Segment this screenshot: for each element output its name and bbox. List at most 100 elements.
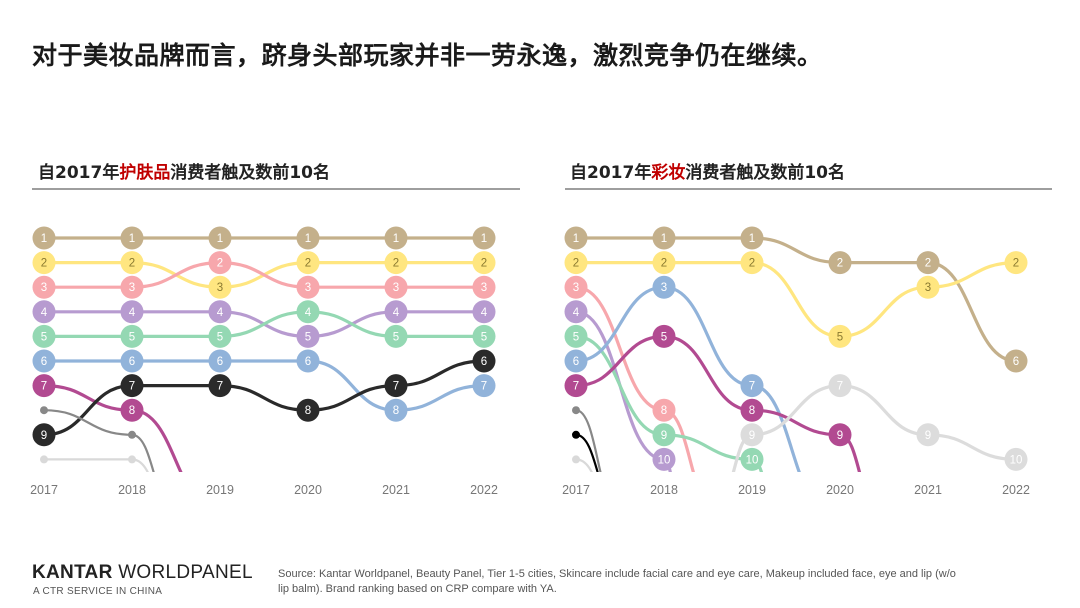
rank-circle (828, 324, 852, 348)
rank-circle (916, 423, 940, 447)
rank-marker: 2 (472, 251, 496, 275)
rank-label: 7 (41, 381, 47, 393)
rank-marker: 4 (120, 300, 144, 324)
rank-marker: 9 (828, 423, 852, 447)
rank-label: 3 (129, 282, 135, 294)
rank-marker: 3 (32, 275, 56, 299)
right-title-pre: 自2017年 (570, 163, 652, 183)
rank-marker: 2 (740, 251, 764, 275)
rank-label: 5 (661, 331, 667, 343)
x-axis: 2017 2018 2019 2020 2021 2022 (30, 483, 498, 497)
rank-marker: 2 (32, 251, 56, 275)
right-title-highlight: 彩妆 (651, 163, 686, 183)
rank-marker: 8 (120, 398, 144, 422)
rank-circle (384, 251, 408, 275)
x-tick-label: 2020 (826, 483, 854, 497)
rank-dot (572, 430, 580, 439)
rank-circle (32, 275, 56, 299)
rank-circle (384, 275, 408, 299)
rank-label: 4 (573, 307, 580, 319)
rank-circle (32, 251, 56, 275)
rank-circle (652, 275, 676, 299)
rank-marker: 2 (828, 251, 852, 275)
rank-circle (652, 226, 676, 250)
rank-label: 5 (217, 331, 223, 343)
x-axis: 2017 2018 2019 2020 2021 2022 (562, 483, 1030, 497)
rank-marker: 4 (208, 300, 232, 324)
rank-marker: 7 (120, 374, 144, 398)
rank-marker: 3 (384, 275, 408, 299)
x-tick-label: 2019 (738, 483, 766, 497)
rank-label: 6 (41, 356, 47, 368)
rank-label: 2 (661, 258, 667, 270)
left-title-rule (32, 188, 520, 190)
rank-marker: 7 (208, 374, 232, 398)
rank-marker: 6 (1004, 349, 1028, 373)
rank-label: 7 (837, 381, 843, 393)
rank-marker: 3 (208, 275, 232, 299)
series-line (574, 458, 593, 472)
rank-label: 5 (393, 331, 399, 343)
rank-label: 3 (41, 282, 47, 294)
rank-marker (128, 430, 136, 439)
series-line (574, 285, 801, 472)
series-line (42, 359, 486, 412)
rank-marker: 1 (208, 226, 232, 250)
rank-label: 5 (129, 331, 135, 343)
rank-label: 5 (305, 331, 311, 343)
rank-circle (384, 300, 408, 324)
rank-circle (120, 398, 144, 422)
rank-circle (120, 226, 144, 250)
rank-marker: 7 (828, 374, 852, 398)
series-line (42, 359, 486, 437)
rank-marker: 7 (384, 374, 408, 398)
rank-circle (32, 324, 56, 348)
rank-marker: 4 (384, 300, 408, 324)
rank-marker: 3 (472, 275, 496, 299)
rank-label: 6 (129, 356, 135, 368)
rank-marker (572, 406, 580, 415)
rank-circle (384, 398, 408, 422)
rank-marker: 5 (472, 324, 496, 348)
rank-label: 5 (41, 331, 47, 343)
rank-marker: 8 (652, 398, 676, 422)
rank-circle (828, 251, 852, 275)
brand-tagline: A CTR SERVICE IN CHINA (33, 586, 163, 597)
rank-circle (472, 275, 496, 299)
rank-label: 9 (925, 430, 931, 442)
rank-circle (740, 374, 764, 398)
rank-label: 8 (129, 405, 135, 417)
rank-label: 1 (481, 233, 487, 245)
rank-label: 10 (658, 454, 671, 466)
rank-marker (40, 455, 48, 464)
rank-label: 9 (661, 430, 667, 442)
rank-marker: 10 (740, 447, 764, 471)
rank-label: 3 (573, 282, 579, 294)
rank-label: 10 (1010, 454, 1023, 466)
rank-circle (208, 251, 232, 275)
rank-label: 4 (41, 307, 48, 319)
rank-label: 2 (573, 258, 579, 270)
rank-marker: 4 (32, 300, 56, 324)
rank-circle (740, 447, 764, 471)
x-tick-label: 2017 (30, 483, 58, 497)
rank-circle (740, 226, 764, 250)
series-line (574, 285, 695, 472)
rank-circle (208, 374, 232, 398)
rank-circle (296, 251, 320, 275)
rank-label: 3 (217, 282, 223, 294)
series-nodes: 1 1 1 1 1 1 2 2 3 2 2 2 3 3 2 3 3 3 4 4 4 5 4 4 5 5 5 4 5 5 6 6 6 6 8 7 7 8 9 7… (32, 226, 496, 464)
rank-circle (32, 423, 56, 447)
rank-label: 2 (1013, 258, 1019, 270)
rank-circle (652, 324, 676, 348)
rank-marker: 2 (916, 251, 940, 275)
rank-circle (296, 324, 320, 348)
rank-dot (572, 455, 580, 464)
left-chart-title: 自2017年护肤品消费者触及数前10名 (38, 158, 330, 183)
rank-circle (916, 251, 940, 275)
rank-label: 2 (837, 258, 843, 270)
rank-label: 1 (393, 233, 399, 245)
rank-circle (120, 275, 144, 299)
rank-circle (828, 423, 852, 447)
